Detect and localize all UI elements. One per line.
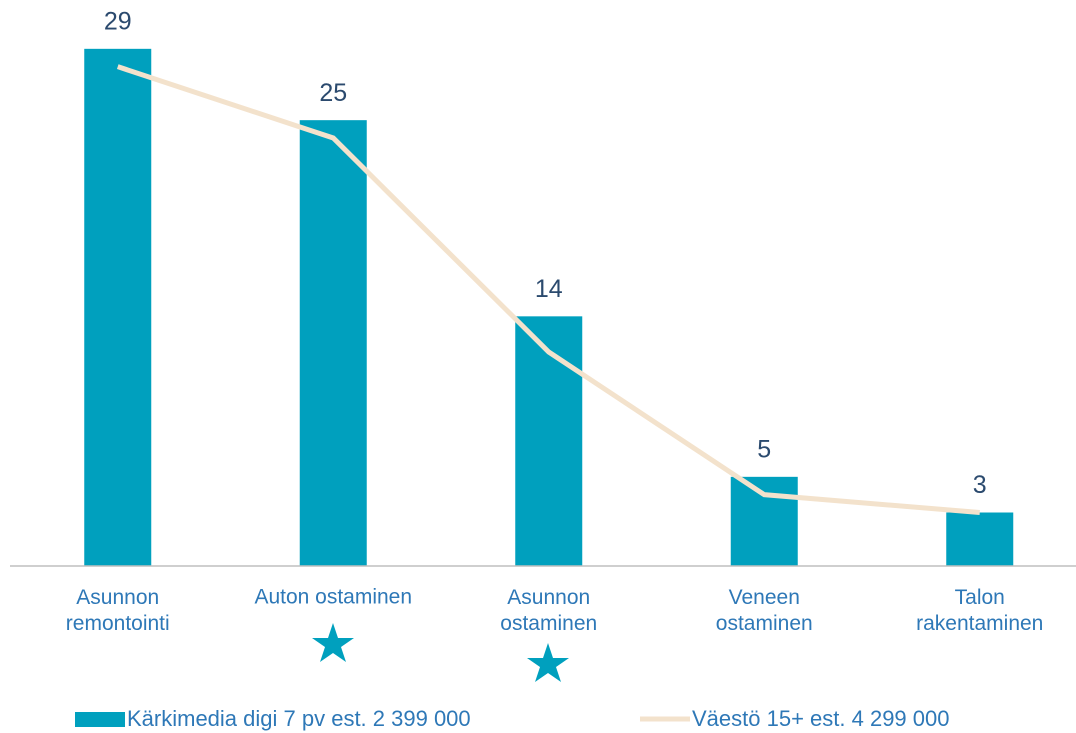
bar — [730, 476, 798, 566]
x-tick-label: Talon rakentaminen — [916, 586, 1043, 635]
legend-label: Väestö 15+ est. 4 299 000 — [692, 706, 949, 731]
value-label: 14 — [535, 275, 563, 303]
x-tick-label: Asunnon remontointi — [66, 586, 170, 635]
value-label: 5 — [757, 435, 771, 463]
line — [116, 64, 980, 515]
star — [527, 643, 569, 682]
x-tick-label: Veneen ostaminen — [716, 586, 813, 635]
value-label: 3 — [973, 471, 987, 499]
bar — [299, 120, 367, 567]
x-tick-label: Asunnon ostaminen — [500, 586, 597, 635]
value-label: 25 — [319, 79, 347, 107]
bar — [946, 512, 1014, 566]
star — [312, 623, 354, 662]
bar — [515, 316, 583, 566]
bar — [84, 48, 152, 567]
value-label: 29 — [104, 7, 132, 35]
legend-swatch — [75, 712, 125, 727]
legend-label: Kärkimedia digi 7 pv est. 2 399 000 — [127, 706, 471, 731]
x-tick-label: Auton ostaminen — [254, 586, 412, 609]
